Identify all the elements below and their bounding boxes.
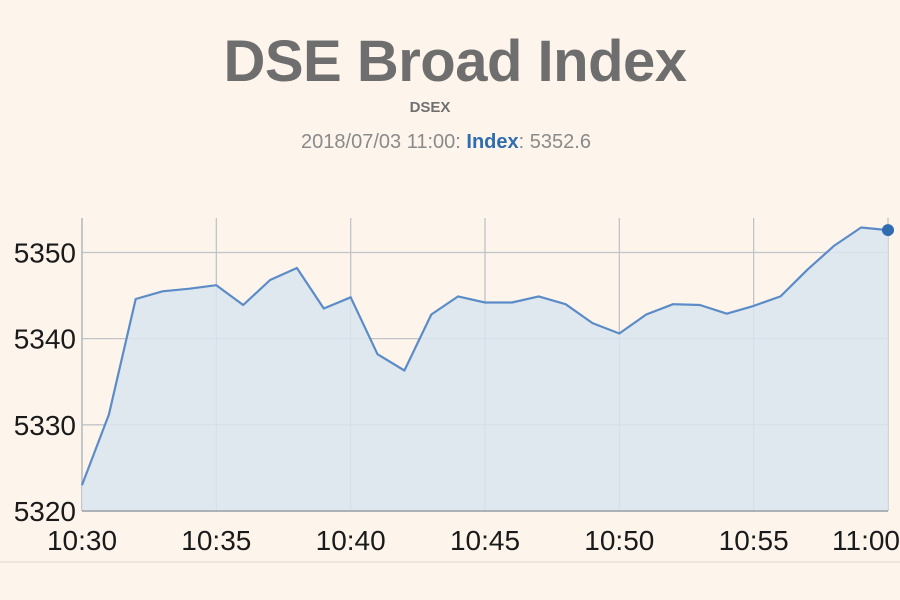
chart-title: DSE Broad Index [223, 29, 687, 94]
x-tick-label: 11:00 [832, 525, 900, 556]
x-tick-label: 10:50 [584, 525, 654, 556]
y-tick-label: 5320 [14, 496, 76, 527]
readout-value: 5352.6 [529, 131, 591, 153]
series-line [80, 226, 889, 486]
x-tick-label: 10:35 [181, 525, 251, 556]
readout-label: Index [466, 131, 519, 153]
readout-time: 2018/07/03 11:00 [301, 131, 456, 153]
x-tick-label: 10:55 [719, 525, 789, 556]
x-tick-label: 10:45 [450, 525, 520, 556]
last-point-marker [882, 224, 894, 237]
y-tick-label: 5330 [14, 410, 76, 441]
tooltip-readout: 2018/07/03 11:00: Index: 5352.6 [0, 131, 892, 154]
readout-colon: : [455, 131, 467, 153]
y-tick-label: 5340 [14, 324, 76, 355]
chart-subtitle: DSEX [409, 99, 451, 116]
readout-colon-2: : [518, 131, 530, 153]
x-tick-label: 10:40 [316, 525, 386, 556]
x-tick-label: 10:30 [47, 525, 117, 556]
y-tick-label: 5350 [14, 237, 76, 268]
series-area [82, 227, 888, 511]
